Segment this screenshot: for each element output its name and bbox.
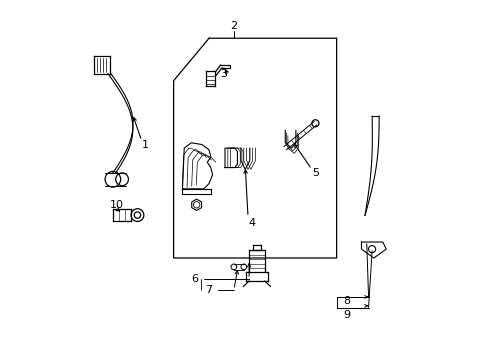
Text: 8: 8 (343, 296, 350, 306)
Text: 7: 7 (205, 285, 212, 295)
Text: 9: 9 (343, 310, 350, 320)
Text: 5: 5 (311, 168, 318, 178)
Text: 6: 6 (191, 274, 198, 284)
Text: 1: 1 (142, 140, 148, 149)
Text: 2: 2 (230, 21, 237, 31)
Text: 4: 4 (247, 217, 255, 228)
Text: 10: 10 (110, 200, 123, 210)
Text: 3: 3 (219, 69, 226, 79)
